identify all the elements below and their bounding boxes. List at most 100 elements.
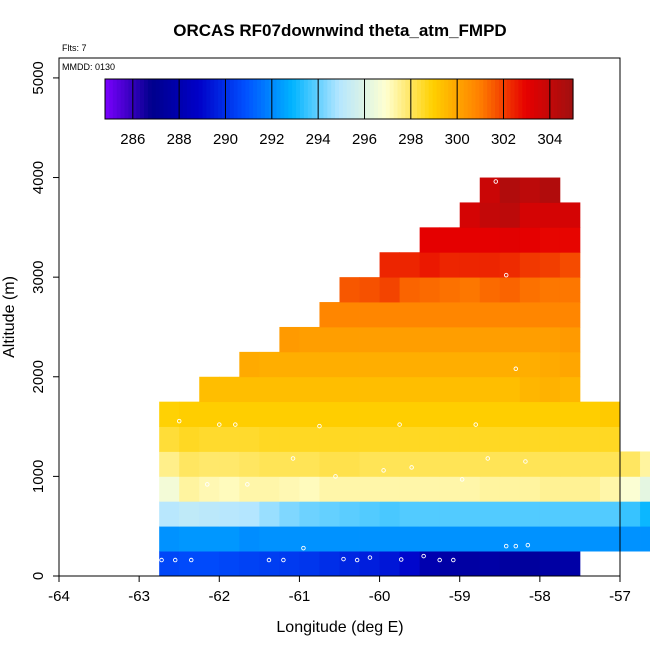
colorbar-segment bbox=[378, 79, 383, 119]
colorbar-segment bbox=[479, 79, 484, 119]
heatmap-cell bbox=[519, 252, 541, 278]
heatmap-cell bbox=[259, 376, 280, 403]
colorbar-segment bbox=[342, 79, 348, 119]
heatmap-cell bbox=[359, 277, 380, 303]
colorbar-tick-label: 292 bbox=[259, 131, 284, 148]
sample-point bbox=[205, 482, 210, 487]
y-axis-label: Altitude (m) bbox=[1, 276, 18, 358]
heatmap-cell bbox=[219, 376, 240, 403]
heatmap-cell bbox=[219, 526, 240, 552]
heatmap-cell bbox=[319, 551, 340, 577]
heatmap-cell bbox=[419, 252, 441, 278]
x-axis: -64 -63 -62 -61 -60 -59 -58 -57 bbox=[48, 576, 631, 605]
colorbar-segment bbox=[471, 79, 477, 119]
heatmap-cell bbox=[339, 426, 360, 452]
sample-point bbox=[333, 474, 338, 479]
heatmap-cell bbox=[179, 426, 200, 452]
heatmap-cell bbox=[439, 451, 461, 477]
colorbar-segment bbox=[553, 79, 558, 119]
heatmap-cell bbox=[579, 426, 601, 452]
heatmap-cell bbox=[599, 476, 621, 502]
colorbar-segment bbox=[413, 79, 418, 119]
colorbar-segment bbox=[374, 79, 379, 119]
heatmap-cell bbox=[259, 351, 280, 378]
x-tick-label: -62 bbox=[208, 588, 230, 605]
heatmap-cell bbox=[179, 501, 200, 527]
colorbar-segment bbox=[389, 79, 395, 119]
heatmap-cells bbox=[159, 177, 650, 577]
date-note: MMDD: 0130 bbox=[62, 62, 115, 72]
colorbar-segment bbox=[140, 79, 145, 119]
sample-point bbox=[485, 456, 491, 461]
colorbar-segment bbox=[569, 79, 574, 119]
heatmap-cell bbox=[219, 476, 240, 502]
colorbar-segment bbox=[444, 79, 449, 119]
heatmap-cell bbox=[299, 501, 320, 527]
heatmap-cell bbox=[399, 476, 421, 502]
heatmap-cell bbox=[199, 451, 220, 477]
heatmap-cell bbox=[279, 401, 300, 427]
heatmap-cell bbox=[459, 376, 481, 403]
heatmap-cell bbox=[479, 451, 501, 477]
heatmap-cell bbox=[239, 351, 260, 378]
heatmap-cell bbox=[219, 426, 240, 452]
heatmap-cell bbox=[499, 351, 521, 378]
heatmap-cell bbox=[299, 326, 320, 353]
y-axis: 0 1000 2000 3000 4000 5000 bbox=[30, 61, 59, 580]
sample-point bbox=[437, 557, 442, 563]
sample-point bbox=[493, 179, 499, 184]
heatmap-cell bbox=[519, 177, 541, 203]
heatmap-cell bbox=[419, 526, 441, 552]
heatmap-cell bbox=[399, 376, 421, 403]
heatmap-cell bbox=[599, 426, 621, 452]
heatmap-cell bbox=[499, 551, 521, 577]
heatmap-cell bbox=[199, 376, 220, 403]
colorbar-segment bbox=[428, 79, 434, 119]
heatmap-cell bbox=[339, 526, 360, 552]
colorbar-segment bbox=[116, 79, 122, 119]
heatmap-cell bbox=[199, 526, 220, 552]
colorbar-segment bbox=[186, 79, 192, 119]
heatmap-cell bbox=[159, 551, 180, 577]
heatmap-cell bbox=[319, 302, 340, 328]
heatmap-cell bbox=[559, 401, 581, 427]
heatmap-cell bbox=[519, 401, 541, 427]
sample-point bbox=[176, 418, 182, 424]
colorbar-segment bbox=[175, 79, 180, 119]
heatmap-cell bbox=[479, 177, 501, 203]
heatmap-cell bbox=[459, 252, 481, 278]
heatmap-cell bbox=[319, 326, 340, 353]
heatmap-cell bbox=[379, 351, 401, 378]
colorbar-segment bbox=[303, 79, 309, 119]
sample-point bbox=[513, 543, 519, 549]
heatmap-cell bbox=[219, 501, 240, 527]
heatmap-cell bbox=[479, 277, 501, 303]
heatmap-cell bbox=[279, 501, 300, 527]
heatmap-cell bbox=[379, 277, 401, 303]
colorbar-segment bbox=[354, 79, 360, 119]
heatmap-cell bbox=[199, 426, 220, 452]
colorbar-segment bbox=[108, 79, 114, 119]
colorbar-segment bbox=[456, 79, 461, 119]
heatmap-cell bbox=[519, 526, 541, 552]
heatmap-cell bbox=[539, 302, 561, 328]
heatmap-cell bbox=[379, 501, 401, 527]
colorbar-segment bbox=[253, 79, 258, 119]
sample-point bbox=[459, 477, 465, 482]
x-tick-label: -64 bbox=[48, 588, 70, 605]
colorbar-segment bbox=[163, 79, 168, 119]
heatmap-cell bbox=[599, 451, 621, 477]
heatmap-cell bbox=[439, 476, 461, 502]
heatmap-cell bbox=[339, 351, 360, 378]
heatmap-cell bbox=[559, 501, 581, 527]
colorbar-segment bbox=[190, 79, 196, 119]
plot-frame bbox=[58, 57, 621, 577]
x-tick-label: -57 bbox=[609, 588, 631, 605]
heatmap-cell bbox=[439, 227, 461, 253]
heatmap-cell bbox=[519, 326, 541, 353]
colorbar-segment bbox=[432, 79, 438, 119]
heatmap-cell bbox=[620, 526, 641, 552]
heatmap-cell bbox=[559, 351, 581, 378]
colorbar-segment bbox=[549, 79, 555, 119]
heatmap-cell bbox=[539, 202, 561, 228]
